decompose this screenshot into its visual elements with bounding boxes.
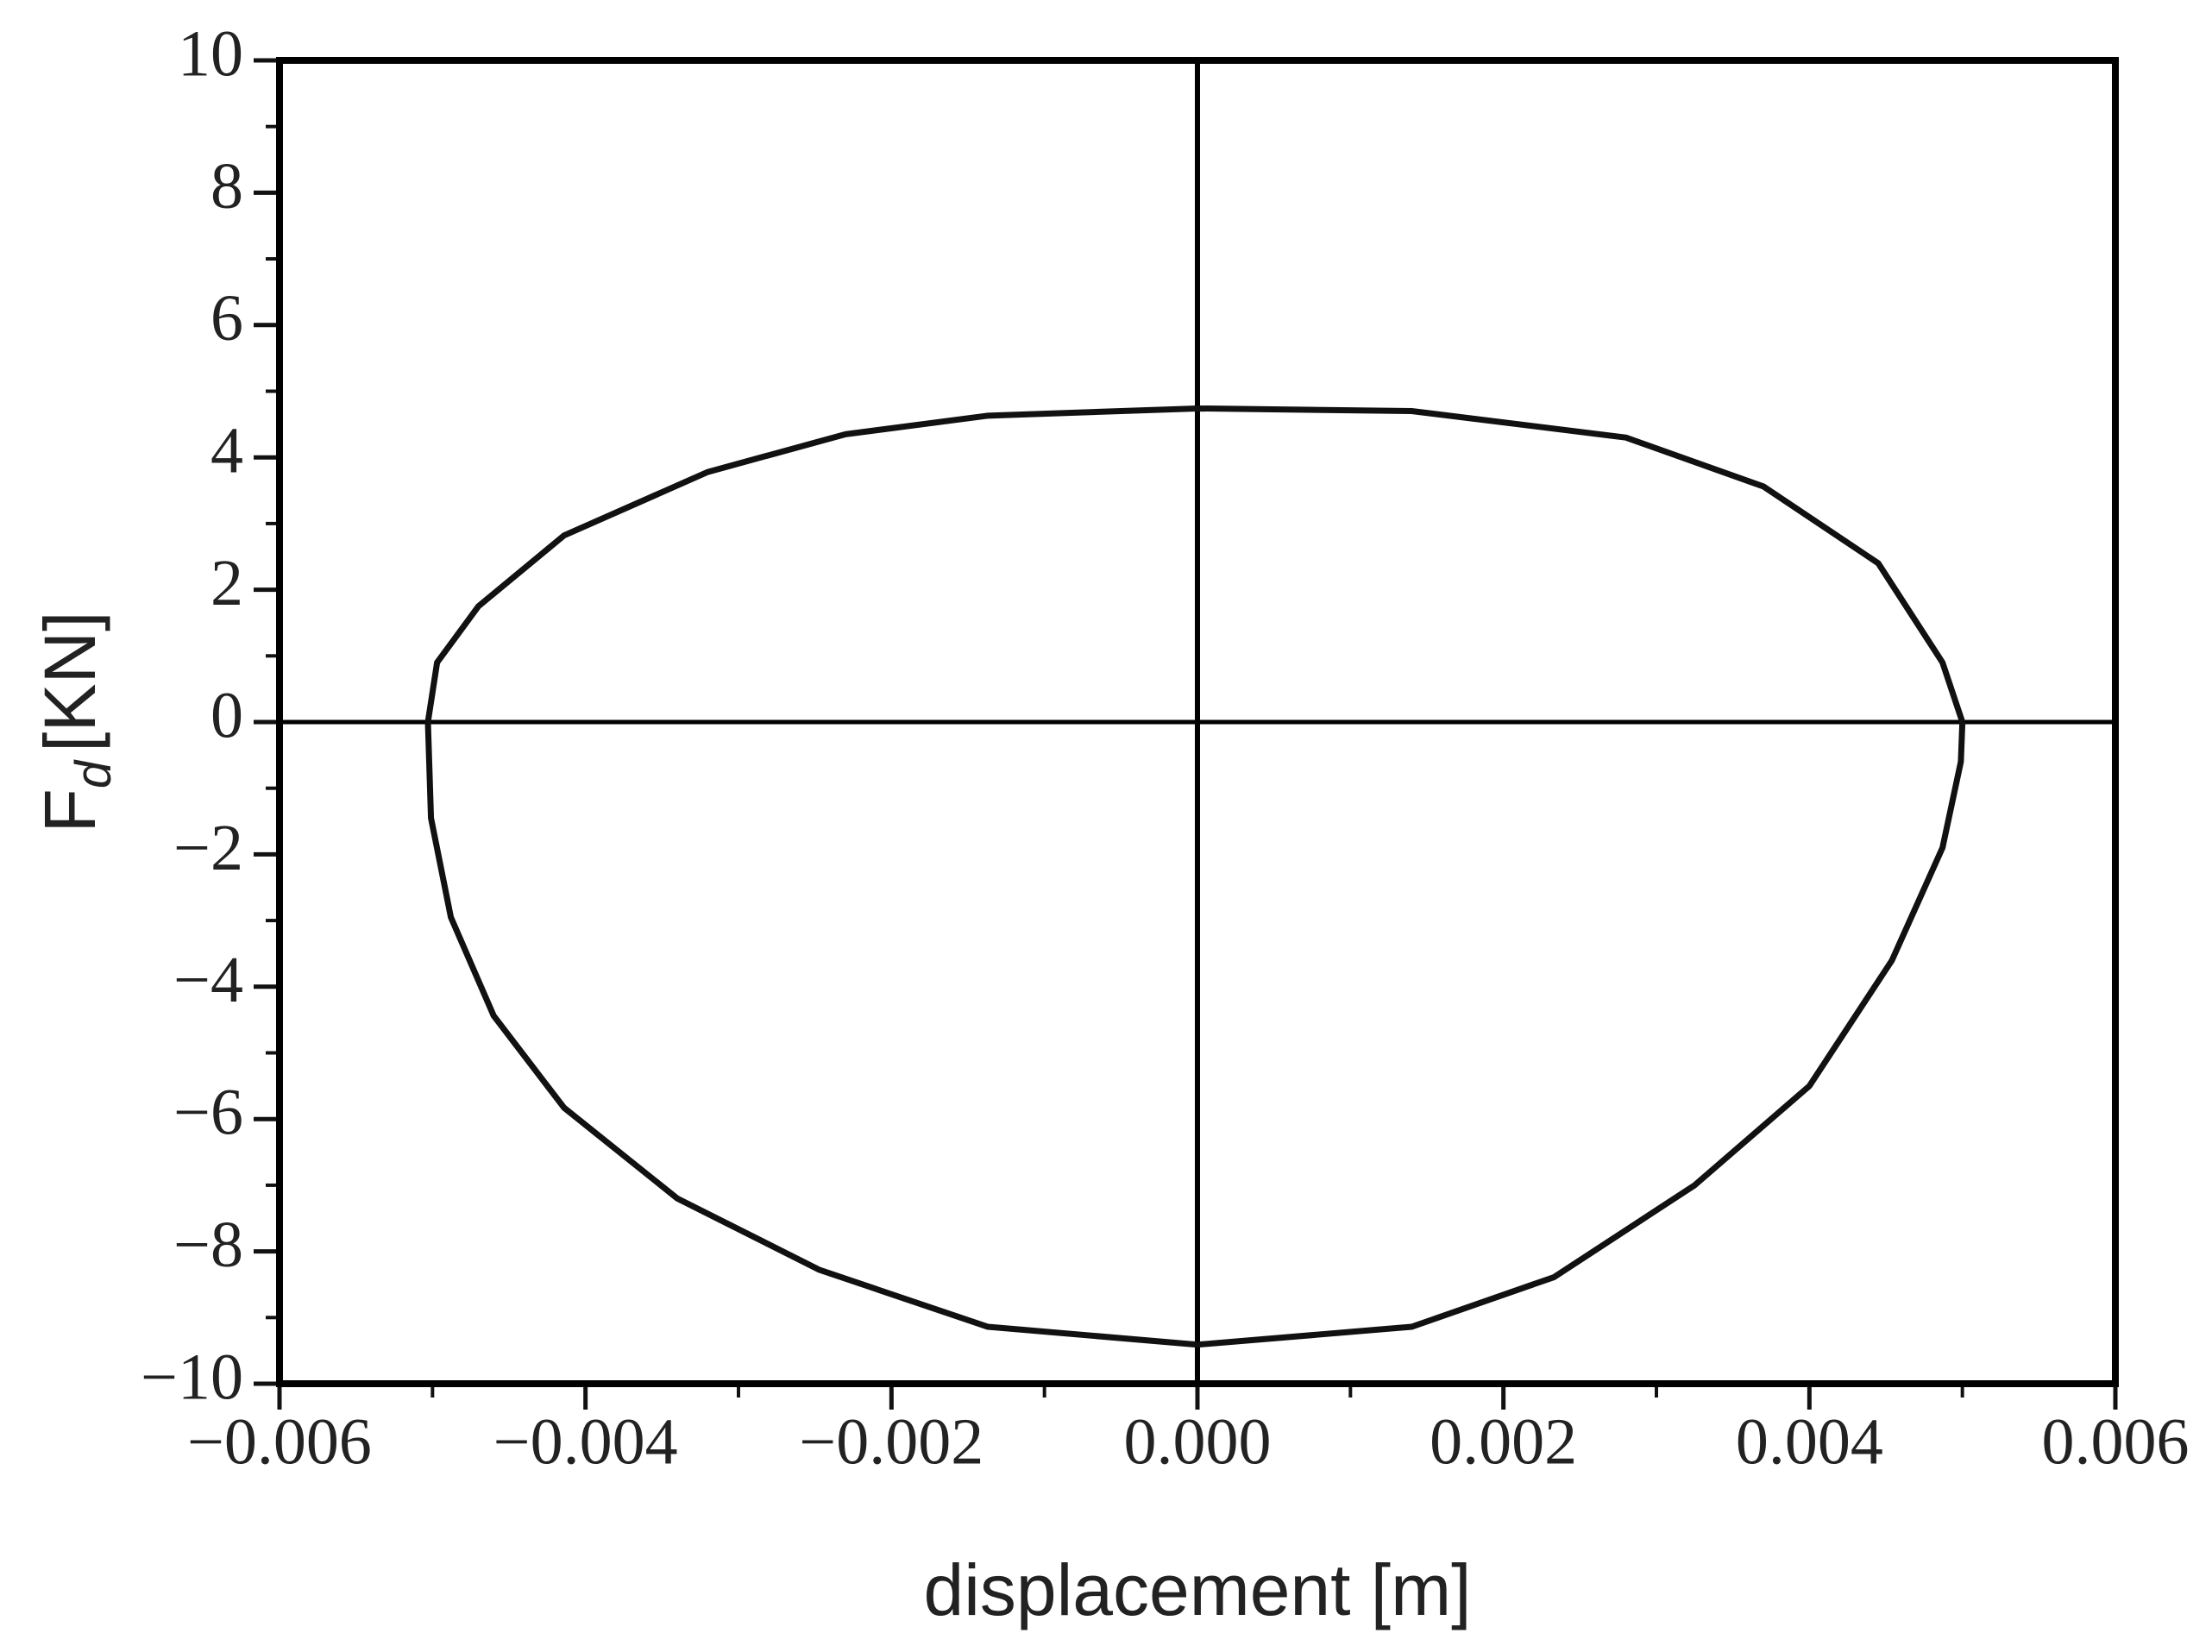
y-tick-label: −6 (173, 1077, 243, 1149)
y-tick-label: −8 (173, 1209, 243, 1281)
x-axis-label: displacement [m] (924, 1549, 1472, 1630)
x-tick-label: −0.002 (799, 1405, 983, 1478)
y-axis-label-sub: d (66, 759, 122, 788)
y-tick-label: 4 (211, 415, 243, 487)
x-tick-label: −0.006 (187, 1405, 372, 1478)
y-axis-label-unit: [KN] (29, 612, 110, 752)
x-tick-label: 0.006 (2042, 1405, 2190, 1478)
x-tick-label: 0.004 (1736, 1405, 1883, 1478)
y-tick-label: 8 (211, 150, 243, 223)
x-tick-label: 0.002 (1430, 1405, 1577, 1478)
y-tick-label: 2 (211, 547, 243, 619)
y-tick-label: −4 (173, 944, 243, 1016)
y-axis-label: Fd [KN] (29, 612, 122, 833)
y-tick-label: 6 (211, 282, 243, 355)
y-tick-label: 0 (211, 679, 243, 751)
y-tick-label: 10 (178, 17, 243, 90)
y-tick-label: −10 (141, 1341, 243, 1413)
y-tick-label: −2 (173, 812, 243, 884)
y-axis-label-main: F (29, 788, 110, 832)
plot-frame (276, 57, 2119, 1387)
x-tick-label: 0.000 (1124, 1405, 1272, 1478)
x-tick-label: −0.004 (493, 1405, 678, 1478)
data-line (424, 405, 1966, 1348)
